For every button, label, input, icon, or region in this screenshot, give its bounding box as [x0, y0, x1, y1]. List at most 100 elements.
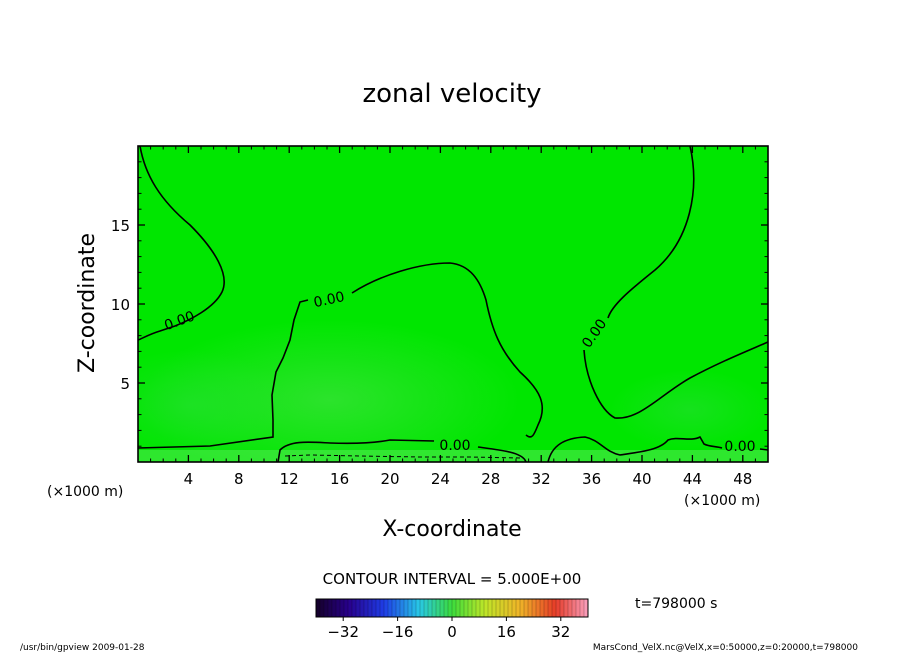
colorbar-swatch [488, 599, 493, 617]
colorbar-swatch [332, 599, 337, 617]
colorbar-swatch [368, 599, 373, 617]
contour-center [138, 262, 544, 449]
colorbar-swatch [396, 599, 401, 617]
colorbar-swatch [508, 599, 513, 617]
x-tick-label: 24 [431, 470, 450, 488]
colorbar-swatch [540, 599, 545, 617]
colorbar-swatch [576, 599, 581, 617]
x-tick-label: 20 [380, 470, 399, 488]
colorbar-tick-label: 0 [447, 623, 457, 641]
x-tick-label: 40 [632, 470, 651, 488]
colorbar-swatch [564, 599, 569, 617]
field-bottom-band [138, 450, 768, 462]
colorbar-swatch [364, 599, 369, 617]
colorbar-swatch [584, 599, 589, 617]
footer-left: /usr/bin/gpview 2009-01-28 [20, 643, 145, 653]
colorbar-swatch [556, 599, 561, 617]
colorbar-swatch [568, 599, 573, 617]
colorbar-swatch [484, 599, 489, 617]
colorbar-swatch [436, 599, 441, 617]
colorbar-swatch [400, 599, 405, 617]
colorbar-swatch [476, 599, 481, 617]
y-unit-label: (×1000 m) [47, 484, 123, 500]
colorbar-swatch [544, 599, 549, 617]
colorbar-swatch [352, 599, 357, 617]
colorbar-swatch [408, 599, 413, 617]
x-tick-label: 28 [481, 470, 500, 488]
colorbar-swatch [536, 599, 541, 617]
contour-interval-label: CONTOUR INTERVAL = 5.000E+00 [323, 570, 582, 588]
colorbar-swatch [376, 599, 381, 617]
colorbar-swatch [412, 599, 417, 617]
colorbar-swatch [456, 599, 461, 617]
colorbar-swatch [432, 599, 437, 617]
contour-label: 0.00 [724, 439, 755, 455]
contour-right [583, 146, 768, 419]
colorbar-swatch [420, 599, 425, 617]
colorbar-swatch [580, 599, 585, 617]
colorbar-swatch [336, 599, 341, 617]
colorbar-swatch [340, 599, 345, 617]
y-tick-label: 5 [120, 375, 130, 393]
colorbar-swatch [516, 599, 521, 617]
y-tick-label: 15 [111, 217, 130, 235]
contour-top-left [138, 146, 225, 341]
colorbar-swatch [528, 599, 533, 617]
colorbar-tick-label: 32 [551, 623, 570, 641]
colorbar-swatch [504, 599, 509, 617]
y-axis-title: Z-coordinate [75, 233, 100, 373]
contour-label: 0.00 [312, 289, 346, 311]
contour-bottom [277, 435, 768, 462]
x-axis: 4 8 12 16 20 24 28 32 36 40 44 48 [150, 146, 756, 488]
colorbar-swatch [448, 599, 453, 617]
chart-title: zonal velocity [362, 79, 541, 109]
colorbar-ticks: −32 −16 0 16 32 [327, 617, 570, 641]
colorbar-swatch [460, 599, 465, 617]
x-axis-title: X-coordinate [382, 517, 521, 542]
colorbar-swatch [524, 599, 529, 617]
colorbar-swatch [356, 599, 361, 617]
colorbar-swatch [472, 599, 477, 617]
colorbar-swatch [384, 599, 389, 617]
colorbar-swatch [496, 599, 501, 617]
y-axis: 5 10 15 [111, 161, 768, 447]
colorbar-swatch [372, 599, 377, 617]
colorbar-swatch [360, 599, 365, 617]
colorbar-swatch [532, 599, 537, 617]
colorbar-swatch [500, 599, 505, 617]
x-tick-label: 4 [184, 470, 194, 488]
colorbar-swatch [440, 599, 445, 617]
colorbar-swatch [480, 599, 485, 617]
x-unit-label: (×1000 m) [684, 493, 760, 509]
colorbar-swatch [464, 599, 469, 617]
x-tick-label: 48 [733, 470, 752, 488]
colorbar-swatch [316, 599, 321, 617]
colorbar-swatch [344, 599, 349, 617]
x-tick-label: 8 [234, 470, 244, 488]
colorbar-swatch [548, 599, 553, 617]
colorbar-swatch [452, 599, 457, 617]
colorbar-swatch [468, 599, 473, 617]
colorbar-tick-label: −32 [327, 623, 359, 641]
colorbar-swatch [552, 599, 557, 617]
x-tick-label: 32 [532, 470, 551, 488]
contour-label: 0.00 [439, 438, 470, 454]
time-label: t=798000 s [635, 596, 717, 612]
velocity-field: 0.00 0.00 0.00 0.00 0.00 [138, 146, 768, 462]
colorbar [316, 599, 589, 617]
colorbar-swatch [380, 599, 385, 617]
colorbar-swatch [388, 599, 393, 617]
x-tick-label: 44 [683, 470, 702, 488]
x-tick-label: 36 [582, 470, 601, 488]
colorbar-tick-label: 16 [497, 623, 516, 641]
colorbar-swatch [512, 599, 517, 617]
x-tick-label: 16 [330, 470, 349, 488]
colorbar-tick-label: −16 [382, 623, 414, 641]
field-shade-right [610, 370, 768, 450]
colorbar-swatch [424, 599, 429, 617]
colorbar-swatch [560, 599, 565, 617]
colorbar-swatch [492, 599, 497, 617]
colorbar-swatch [572, 599, 577, 617]
colorbar-swatch [416, 599, 421, 617]
